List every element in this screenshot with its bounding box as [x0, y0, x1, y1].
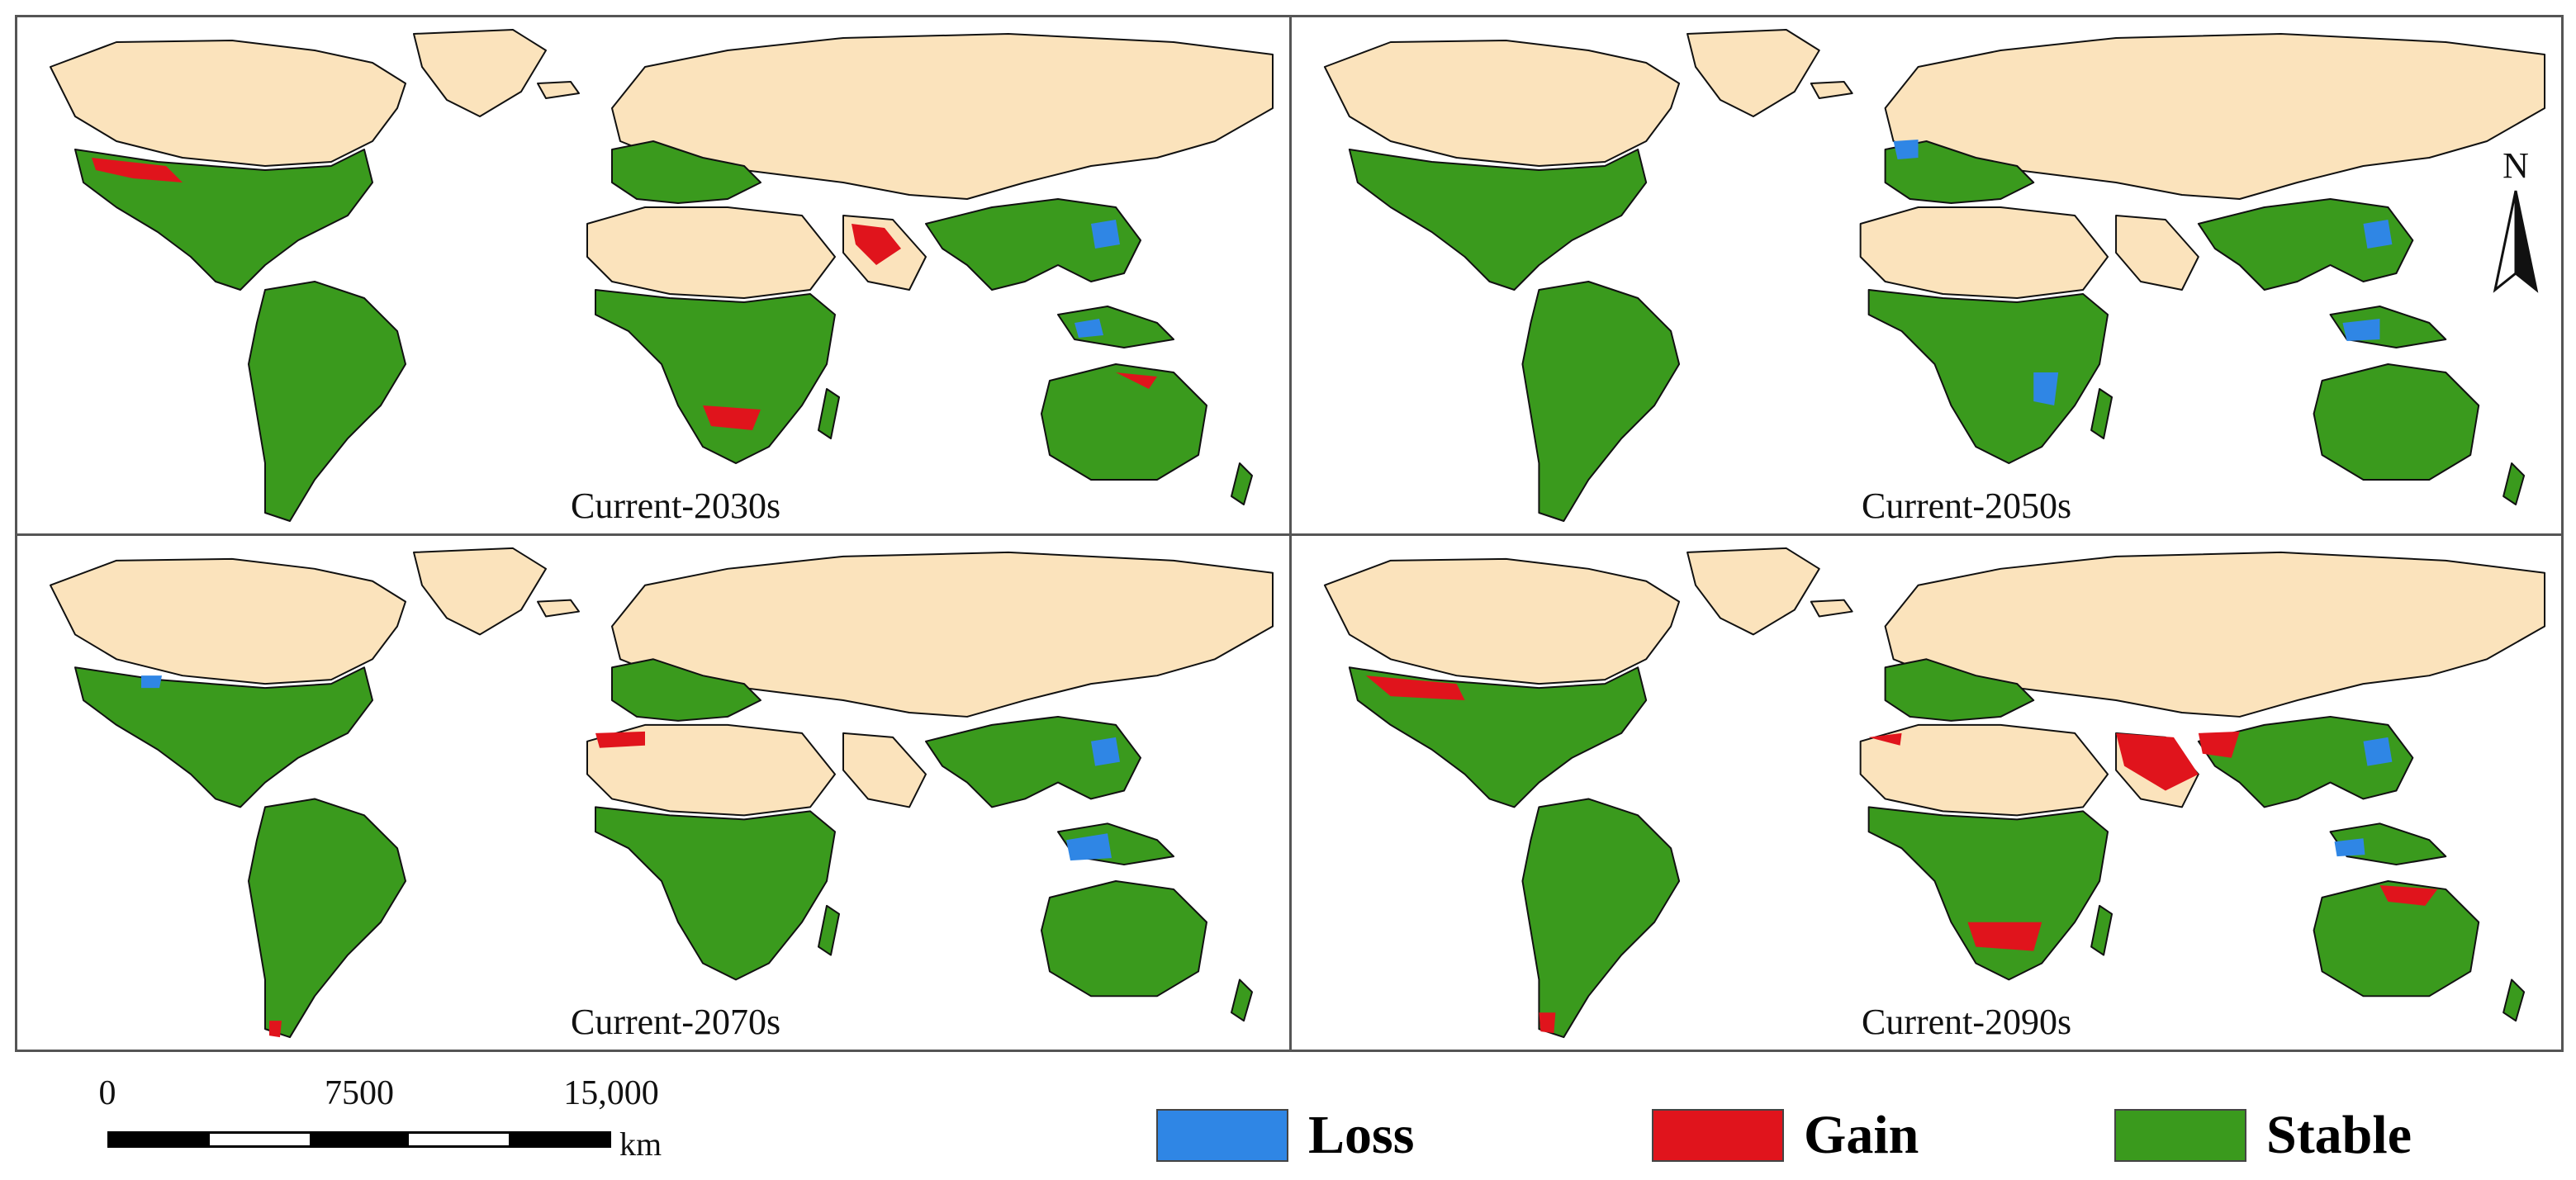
map-panel-2070s: Current-2070s [17, 536, 1292, 1050]
legend-label-stable: Stable [2266, 1105, 2412, 1165]
panel-label: Current-2050s [1862, 486, 2072, 526]
north-letter: N [2502, 145, 2529, 186]
panel-label: Current-2030s [571, 486, 781, 526]
scale-bar: 0 7500 15,000 km [99, 1073, 686, 1164]
world-map-2070s [50, 547, 1274, 1039]
map-panel-grid: Current-2030s Current-2050s N [15, 15, 2564, 1052]
gain-areas [92, 158, 1157, 430]
loss-areas [2334, 737, 2393, 857]
legend-swatch-gain [1652, 1109, 1784, 1162]
map-panel-2090s: Current-2090s [1292, 536, 2561, 1050]
scale-tick-15000: 15,000 [563, 1074, 659, 1112]
gain-areas [1365, 675, 2438, 1034]
scale-bar-graphic [107, 1131, 611, 1148]
world-map-2050s [1323, 29, 2546, 522]
loss-areas [1893, 140, 2393, 405]
world-map-2030s [50, 29, 1274, 522]
map-panel-2030s: Current-2030s [17, 17, 1292, 536]
legend-item-stable: Stable [2114, 1098, 2412, 1173]
legend-swatch-loss [1156, 1109, 1288, 1162]
loss-areas [1075, 220, 1120, 338]
north-arrow-icon: N [2487, 141, 2545, 298]
panel-label: Current-2070s [571, 1002, 781, 1042]
world-map-2090s [1323, 547, 2546, 1039]
legend: Loss Gain Stable [1156, 1098, 2560, 1173]
legend-item-loss: Loss [1156, 1098, 1414, 1173]
loss-areas [141, 675, 1120, 861]
gain-areas [269, 731, 645, 1038]
scale-tick-0: 0 [98, 1074, 116, 1112]
legend-item-gain: Gain [1652, 1098, 1919, 1173]
scale-unit: km [619, 1126, 662, 1163]
panel-label: Current-2090s [1862, 1002, 2072, 1042]
map-panel-2050s: Current-2050s N [1292, 17, 2561, 536]
scale-tick-7500: 7500 [325, 1074, 394, 1112]
legend-label-gain: Gain [1804, 1105, 1919, 1165]
legend-swatch-stable [2114, 1109, 2246, 1162]
legend-label-loss: Loss [1308, 1105, 1415, 1165]
